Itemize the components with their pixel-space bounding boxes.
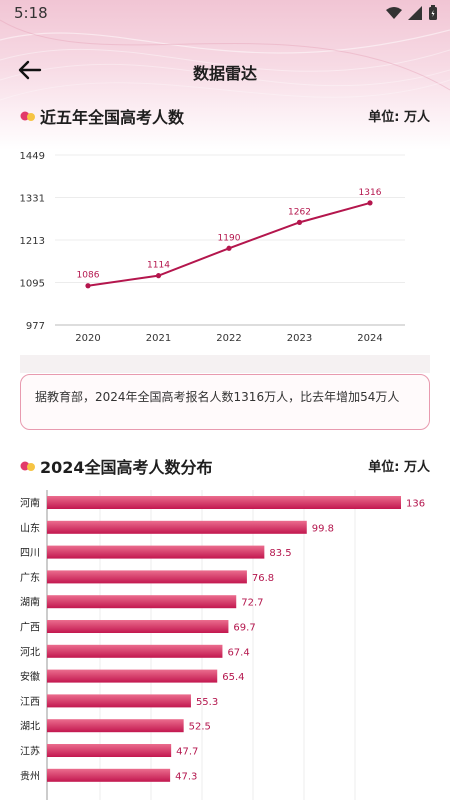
status-time: 5:18 xyxy=(14,4,48,22)
x-tick-label: 2021 xyxy=(146,333,171,344)
summary-card: 据教育部，2024年全国高考报名人数1316万人，比去年增加54万人 xyxy=(20,374,430,430)
data-label: 1316 xyxy=(359,188,382,198)
data-label: 83.5 xyxy=(269,548,291,559)
data-label: 72.7 xyxy=(241,598,263,609)
data-label: 47.3 xyxy=(175,771,197,782)
data-label: 1086 xyxy=(77,271,100,281)
bar xyxy=(47,644,223,658)
wifi-icon xyxy=(386,7,402,19)
wave-decoration xyxy=(0,19,450,101)
bar xyxy=(47,520,307,534)
nav-bar: 数据雷达 xyxy=(0,46,450,94)
series-line xyxy=(87,201,371,287)
bar xyxy=(47,669,218,683)
back-button[interactable] xyxy=(16,56,46,84)
data-label: 76.8 xyxy=(252,573,274,584)
unit-label: 单位: 万人 xyxy=(368,460,430,475)
x-tick-label: 2024 xyxy=(357,333,382,344)
category-label: 湖北 xyxy=(20,721,40,733)
category-label: 四川 xyxy=(20,548,40,559)
data-label: 1114 xyxy=(147,261,170,271)
section-heading-trend: 近五年全国高考人数 单位: 万人 xyxy=(20,104,430,128)
y-tick-label: 1213 xyxy=(20,236,45,247)
summary-text: 据教育部，2024年全国高考报名人数1316万人，比去年增加54万人 xyxy=(35,390,400,404)
bar xyxy=(47,694,191,708)
bar-chart: 河南 136 山东 99.8 四川 83.5 广东 76.8 湖南 72.7 广西 69.7 河北 67.… xyxy=(20,490,425,800)
bar xyxy=(47,744,172,757)
category-label: 广东 xyxy=(20,571,40,584)
bar xyxy=(47,719,184,733)
category-label: 江苏 xyxy=(20,745,40,758)
arrow-left-icon xyxy=(18,60,42,80)
divider xyxy=(20,355,430,373)
data-point xyxy=(85,283,91,289)
x-tick-label: 2022 xyxy=(216,333,241,344)
y-tick-label: 1331 xyxy=(20,194,45,205)
status-bar: 5:18 xyxy=(0,0,450,26)
data-label: 99.8 xyxy=(312,523,334,534)
data-label: 52.5 xyxy=(189,722,211,733)
category-label: 广西 xyxy=(20,622,40,634)
line-chart: 1449 1331 1213 1095 977 2020 2021 2022 2023 2024 1… xyxy=(20,151,405,344)
data-point xyxy=(226,245,232,251)
data-label: 65.4 xyxy=(222,672,244,683)
data-label: 1190 xyxy=(218,233,241,243)
category-label: 河北 xyxy=(20,646,40,658)
data-point xyxy=(296,219,303,225)
data-label: 55.3 xyxy=(196,697,218,708)
category-label: 山东 xyxy=(20,521,40,534)
status-icons xyxy=(386,5,438,21)
x-tick-label: 2020 xyxy=(75,333,100,344)
data-label: 47.7 xyxy=(176,747,198,758)
bullet-dots-icon xyxy=(20,111,35,121)
signal-icon xyxy=(408,6,422,20)
category-label: 河南 xyxy=(20,497,40,510)
y-tick-label: 1095 xyxy=(20,279,45,290)
category-label: 江西 xyxy=(20,696,40,708)
unit-label: 单位: 万人 xyxy=(368,110,430,125)
category-label: 湖南 xyxy=(20,596,40,609)
data-point xyxy=(155,273,162,279)
data-label: 69.7 xyxy=(233,623,255,634)
bullet-dots-icon xyxy=(20,461,35,471)
data-label: 67.4 xyxy=(227,647,249,658)
bar xyxy=(47,595,237,609)
section-heading-distribution: 2024全国高考人数分布 单位: 万人 xyxy=(20,454,430,478)
data-label: 1262 xyxy=(288,207,311,217)
battery-icon xyxy=(429,5,437,20)
section-title: 近五年全国高考人数 xyxy=(40,108,185,127)
category-label: 安徽 xyxy=(20,670,40,683)
bar xyxy=(47,620,229,633)
bar xyxy=(47,768,171,782)
section-title: 2024全国高考人数分布 xyxy=(40,458,213,477)
category-label: 贵州 xyxy=(20,769,40,782)
x-tick-label: 2023 xyxy=(287,333,312,344)
bar xyxy=(47,545,265,559)
bar xyxy=(47,570,247,584)
y-tick-label: 1449 xyxy=(20,151,45,162)
data-point xyxy=(367,200,373,206)
data-label: 136 xyxy=(406,499,425,510)
page-title: 数据雷达 xyxy=(192,64,257,83)
y-tick-label: 977 xyxy=(26,321,45,332)
header-background xyxy=(0,0,450,150)
bar xyxy=(47,496,401,509)
